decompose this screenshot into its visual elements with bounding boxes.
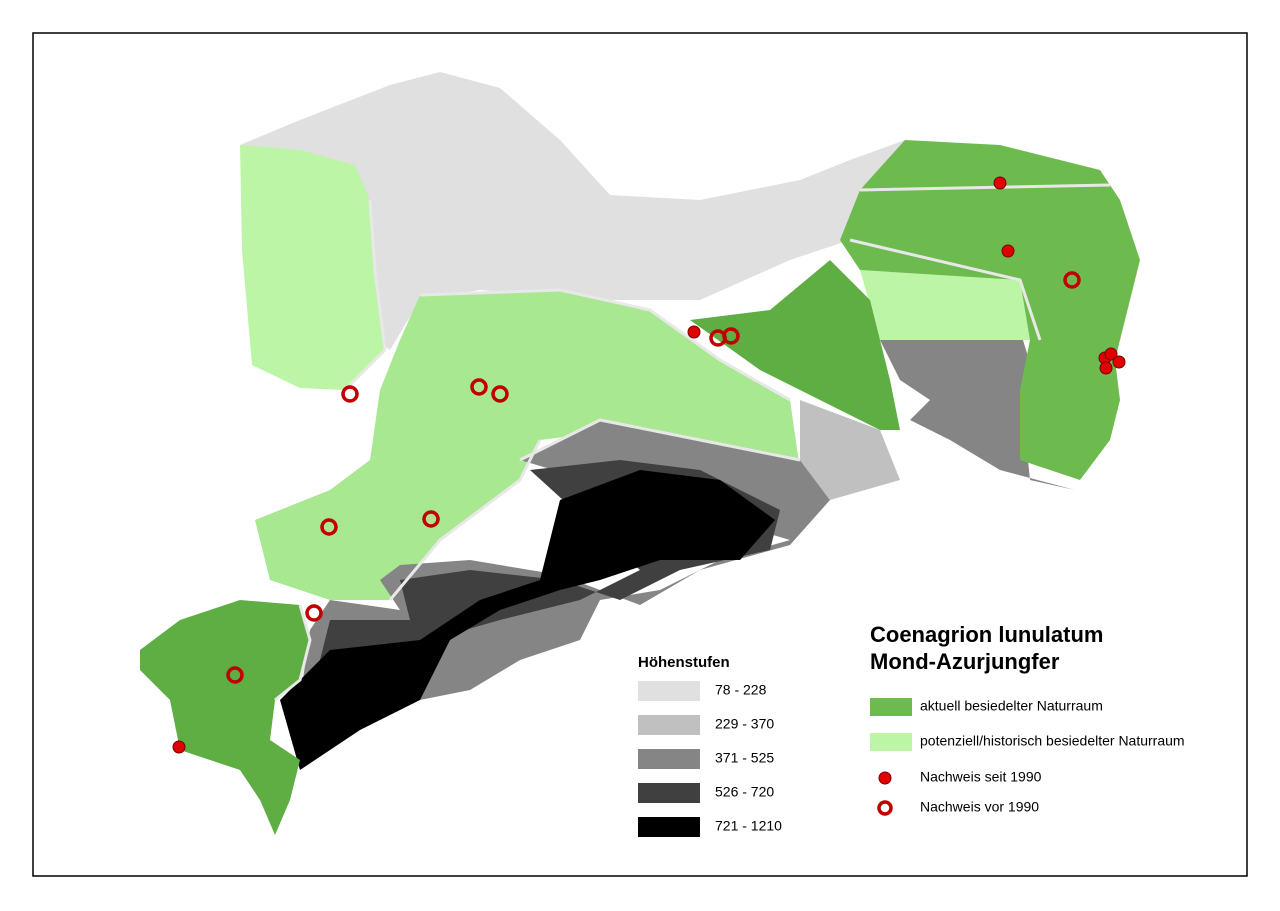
region-east-potential <box>860 270 1040 340</box>
mountain-summit <box>280 470 775 770</box>
region-southwest-current <box>140 600 310 835</box>
elevation-swatch <box>638 783 700 803</box>
region-northeast-current <box>840 140 1140 480</box>
map <box>140 72 1140 835</box>
elevation-label: 371 - 525 <box>715 750 774 766</box>
record-recent <box>687 325 701 339</box>
elevation-legend-title: Höhenstufen <box>638 654 730 671</box>
habitat-swatch <box>870 733 912 751</box>
elevation-swatch <box>638 817 700 837</box>
region-boundary <box>274 183 1111 702</box>
record-historic <box>341 385 359 403</box>
record-historic <box>1063 271 1081 289</box>
legends: 78 - 228 229 - 370 371 - 525 526 - 720 721 -… <box>638 681 1185 837</box>
record-recent <box>993 176 1007 190</box>
record-historic <box>305 604 323 622</box>
record-historic <box>470 378 488 396</box>
record-recent <box>1099 361 1113 375</box>
region-central-current <box>690 260 900 430</box>
elevation-swatch <box>638 681 700 701</box>
record-recent <box>1112 355 1126 369</box>
record-recent <box>172 740 186 754</box>
elevation-label: 721 - 1210 <box>715 818 782 834</box>
region-east-low <box>800 400 900 500</box>
record-historic <box>226 666 244 684</box>
region-central-potential <box>255 290 800 600</box>
record-recent <box>1104 347 1118 361</box>
record-historic <box>491 385 509 403</box>
map-subtitle: Mond-Azurjungfer <box>870 649 1060 674</box>
lowland <box>240 72 905 350</box>
record-symbol <box>878 771 892 785</box>
elevation-swatch <box>638 715 700 735</box>
record-label: Nachweis vor 1990 <box>920 799 1039 815</box>
habitat-swatch <box>870 698 912 716</box>
record-historic <box>722 327 740 345</box>
record-symbol <box>877 800 893 816</box>
record-historic <box>422 510 440 528</box>
region-west-potential <box>240 145 385 390</box>
records <box>172 176 1126 754</box>
elevation-label: 229 - 370 <box>715 716 774 732</box>
habitat-label: potenziell/historisch besiedelter Naturr… <box>920 733 1185 749</box>
elevation-label: 78 - 228 <box>715 682 767 698</box>
record-label: Nachweis seit 1990 <box>920 769 1042 785</box>
elevation-label: 526 - 720 <box>715 784 774 800</box>
record-recent <box>1001 244 1015 258</box>
frame <box>32 32 1248 877</box>
record-historic <box>320 518 338 536</box>
elevation-swatch <box>638 749 700 769</box>
habitat-label: aktuell besiedelter Naturraum <box>920 698 1103 714</box>
map-title: Coenagrion lunulatum <box>870 622 1103 647</box>
